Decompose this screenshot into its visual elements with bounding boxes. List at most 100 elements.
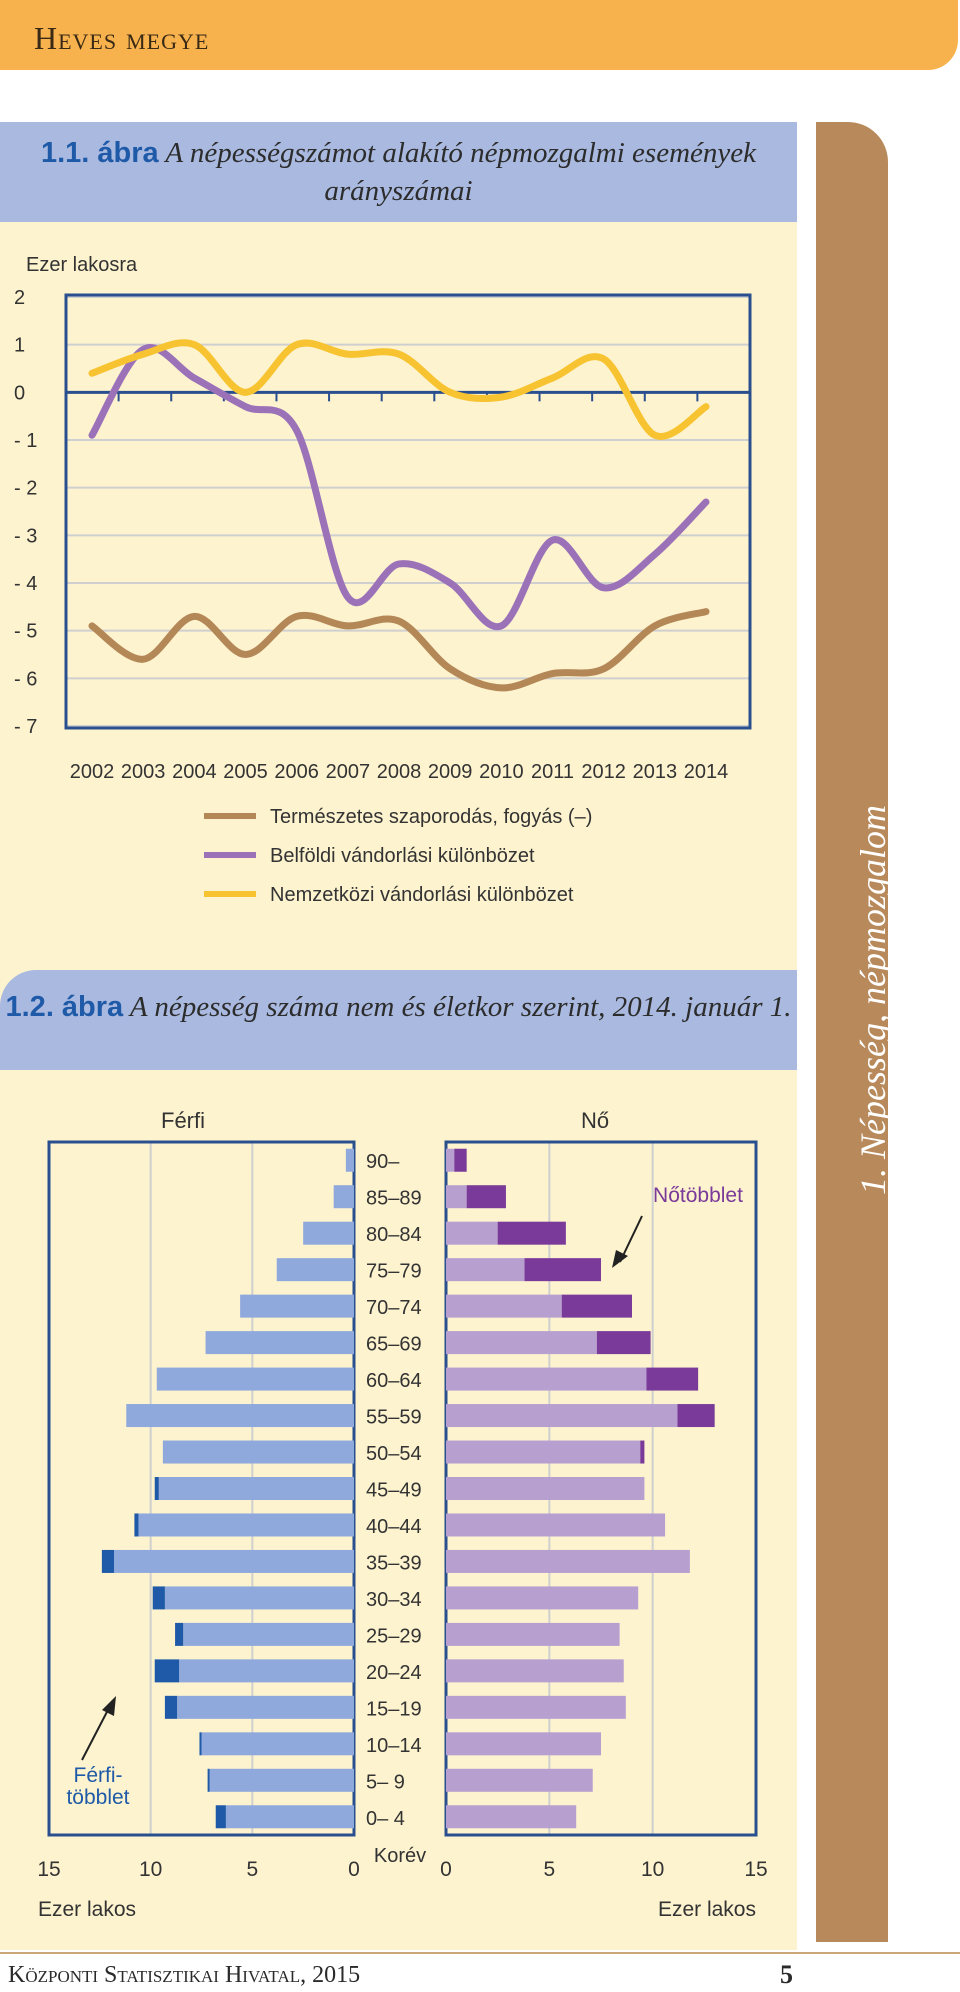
county-title: Heves megye — [34, 20, 210, 56]
legend-label: Természetes szaporodás, fogyás (–) — [270, 806, 592, 828]
male-x-tick-label: 10 — [139, 1858, 162, 1881]
legend-label: Nemzetközi vándorlási különbözet — [270, 884, 574, 906]
male-excess-bar — [154, 1477, 159, 1500]
female-excess-bar — [497, 1221, 566, 1245]
female-bar — [446, 1294, 562, 1318]
y-tick-label: - 4 — [14, 573, 37, 595]
female-bar — [446, 1258, 525, 1282]
age-group-label: 10–14 — [366, 1735, 422, 1757]
male-bar — [205, 1331, 354, 1355]
female-excess-arrowhead — [612, 1250, 628, 1268]
page-header: Heves megye — [0, 0, 958, 70]
male-excess-bar — [175, 1622, 184, 1646]
age-group-label: 85–89 — [366, 1188, 422, 1210]
age-group-label: 40–44 — [366, 1516, 422, 1538]
female-label: Nő — [581, 1108, 609, 1133]
male-label: Férfi — [161, 1108, 205, 1133]
age-group-label: 90– — [366, 1151, 400, 1173]
y-tick-label: - 7 — [14, 716, 37, 738]
figure-2-number: 1.2. ábra — [5, 991, 124, 1023]
y-tick-label: - 1 — [14, 430, 37, 452]
female-bar — [446, 1404, 678, 1428]
male-bar — [164, 1586, 354, 1610]
y-tick-label: - 6 — [14, 668, 37, 690]
x-tick-label: 2004 — [172, 761, 217, 783]
page-number: 5 — [780, 1960, 793, 1989]
female-bar — [446, 1221, 498, 1245]
female-bar — [446, 1331, 597, 1355]
male-excess-bar — [215, 1805, 226, 1829]
male-excess-bar — [134, 1513, 139, 1537]
female-x-tick-label: 10 — [641, 1858, 664, 1881]
figure-1-number: 1.1. ábra — [40, 137, 159, 169]
female-x-tick-label: 0 — [440, 1858, 452, 1881]
plot-frame — [64, 293, 752, 730]
female-excess-bar — [646, 1367, 699, 1391]
age-group-label: 15–19 — [366, 1698, 422, 1720]
female-x-tick-label: 5 — [543, 1858, 555, 1881]
x-tick-label: 2002 — [70, 761, 115, 783]
male-bar — [126, 1404, 355, 1428]
x-tick-label: 2008 — [377, 761, 422, 783]
age-group-label: 80–84 — [366, 1224, 422, 1246]
x-tick-label: 2005 — [223, 761, 268, 783]
female-excess-bar — [640, 1440, 645, 1464]
x-tick-label: 2012 — [581, 761, 626, 783]
male-excess-bar — [154, 1659, 180, 1683]
male-bar — [225, 1805, 354, 1829]
female-bar — [446, 1367, 647, 1391]
female-excess-bar — [454, 1148, 467, 1172]
y-tick-label: - 2 — [14, 478, 37, 500]
male-excess-bar — [101, 1549, 115, 1573]
x-tick-label: 2006 — [274, 761, 319, 783]
male-excess-annotation: többlet — [66, 1786, 129, 1809]
male-excess-bar — [199, 1732, 202, 1756]
age-group-label: 50–54 — [366, 1443, 422, 1465]
x-tick-label: 2010 — [479, 761, 524, 783]
female-excess-annotation: Nőtöbblet — [653, 1184, 743, 1207]
male-excess-annotation: Férfi- — [74, 1764, 123, 1787]
male-bar — [138, 1513, 354, 1537]
male-bar — [177, 1695, 354, 1719]
age-group-label: 35–39 — [366, 1552, 422, 1574]
female-bar — [446, 1440, 641, 1464]
x-tick-label: 2007 — [326, 761, 371, 783]
figure-1-title: 1.1. ábra A népességszámot alakító népmo… — [0, 122, 797, 222]
female-excess-bar — [677, 1404, 715, 1428]
female-bar — [446, 1148, 455, 1172]
male-bar — [240, 1294, 354, 1318]
male-excess-bar — [164, 1695, 178, 1719]
male-excess-arrowhead — [102, 1696, 116, 1716]
male-excess-bar — [152, 1586, 165, 1610]
male-x-tick-label: 0 — [348, 1858, 360, 1881]
figure-1-caption: A népességszámot alakító népmozgalmi ese… — [165, 137, 757, 207]
female-bar — [446, 1695, 626, 1719]
y-tick-label: 0 — [14, 382, 25, 404]
male-bar — [158, 1477, 354, 1500]
age-group-label: 45–49 — [366, 1480, 422, 1502]
male-bar — [333, 1185, 354, 1209]
age-group-label: 0– 4 — [366, 1808, 405, 1830]
age-axis-label: Korév — [374, 1845, 426, 1867]
male-x-tick-label: 5 — [246, 1858, 258, 1881]
female-bar — [446, 1732, 601, 1756]
female-excess-bar — [466, 1185, 506, 1209]
female-bar — [446, 1549, 690, 1573]
male-excess-arrow — [81, 1705, 111, 1761]
male-excess-bar — [207, 1768, 210, 1792]
x-tick-label: 2003 — [121, 761, 166, 783]
series-line-3 — [88, 339, 710, 440]
female-bar — [446, 1659, 624, 1683]
female-bar — [446, 1622, 620, 1646]
male-bar — [114, 1549, 354, 1573]
male-bar — [303, 1221, 354, 1245]
male-bar — [209, 1768, 354, 1792]
series-line-1 — [88, 608, 710, 692]
female-bar — [446, 1185, 467, 1209]
x-tick-label: 2011 — [531, 761, 574, 783]
legend-label: Belföldi vándorlási különbözet — [270, 845, 535, 867]
series-line-2 — [88, 344, 710, 631]
figure-2-caption: A népesség száma nem és életkor szerint,… — [129, 991, 792, 1023]
female-bar — [446, 1477, 645, 1500]
